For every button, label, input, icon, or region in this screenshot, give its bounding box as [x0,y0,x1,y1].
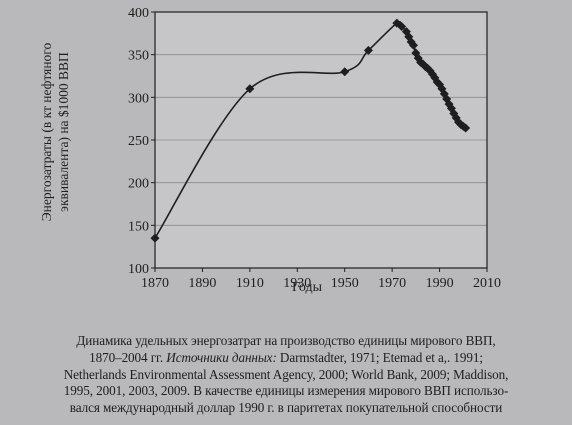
y-tick-label: 200 [128,177,149,192]
y-axis-title: Энергозатраты (в кт нефтяного эквивалент… [38,12,86,252]
caption-line-2: 1870–2004 гг. Источники данных: Darmstad… [0,350,572,367]
y-tick-label: 250 [128,134,149,149]
x-tick-label: 1990 [426,276,454,291]
y-axis: 100 150 200 250 300 350 400 [128,6,155,277]
y-tick-label: 150 [128,219,149,234]
x-axis-title: Годы [292,280,322,295]
data-point [408,40,418,50]
caption-line-4: 1995, 2001, 2003, 2009. В качестве едини… [63,383,509,399]
caption-line-2-start: 1870–2004 гг. [89,349,167,365]
x-tick-label: 2010 [473,276,501,291]
x-tick-label: 1970 [378,276,406,291]
x-tick-label: 1890 [188,276,216,291]
y-axis-title-line-1: Энергозатраты (в кт нефтяного [39,42,54,222]
x-tick-label: 1950 [331,276,359,291]
chart: 100 150 200 250 300 350 400 1870 1890 1910 1930 19… [128,6,501,291]
caption-line-5: вался международный доллар 1990 г. в пар… [69,400,503,416]
series [150,18,471,243]
x-tick-label: 1910 [236,276,264,291]
y-tick-label: 300 [128,91,149,106]
grid [155,12,487,268]
y-tick-label: 350 [128,49,149,64]
caption-line-1: Динамика удельных энергозатрат на произв… [76,333,496,348]
data-point [397,22,407,32]
y-tick-label: 400 [128,6,149,21]
data-point [461,123,471,133]
data-point [150,233,160,243]
caption-line-2-end: Darmstadter, 1971; Etemad et a,. 1991; [276,349,483,365]
data-point [245,84,255,94]
x-axis: 1870 1890 1910 1930 1950 1970 1990 2010 [141,268,501,291]
x-tick-label: 1930 [283,276,311,291]
caption-sources-label: Источники данных: [166,349,277,365]
data-point [363,45,373,55]
figure-caption: Динамика удельных энергозатрат на произв… [0,333,572,417]
y-tick-label: 100 [128,262,149,277]
y-axis-title-line-2: эквивалента) на $1000 ВВП [56,52,71,212]
x-tick-label: 1870 [141,276,169,291]
caption-line-3: Netherlands Environmental Assessment Age… [63,366,509,382]
data-point [340,67,350,77]
